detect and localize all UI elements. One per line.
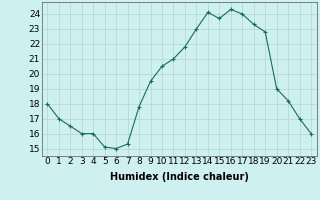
X-axis label: Humidex (Indice chaleur): Humidex (Indice chaleur): [110, 172, 249, 182]
